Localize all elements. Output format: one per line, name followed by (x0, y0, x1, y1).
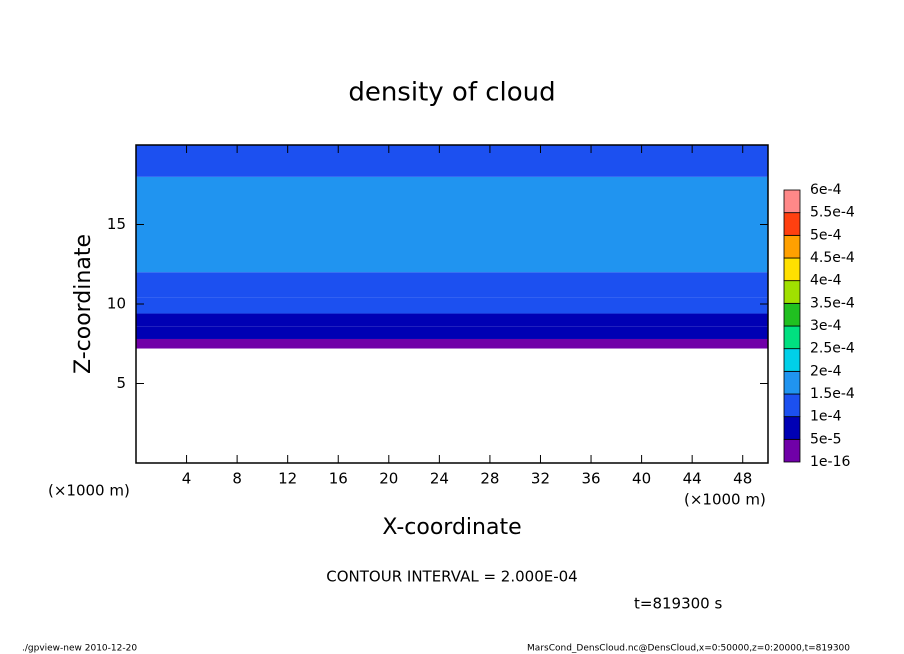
contour-band (136, 272, 768, 298)
colorbar-box (783, 438, 801, 463)
x-axis-label: X-coordinate (382, 515, 521, 540)
colorbar-box (783, 348, 801, 372)
footer: ./gpview-new 2010-12-20 (22, 644, 137, 654)
colorbar-box (783, 325, 801, 350)
colorbar-box (783, 257, 801, 282)
contour-band (136, 297, 768, 314)
x-tick-label: 36 (581, 470, 600, 488)
x-tick-label: 28 (480, 470, 499, 488)
x-tick-label: 12 (278, 470, 297, 488)
contour-band (136, 338, 768, 349)
x-tick-label: 8 (232, 470, 242, 488)
x-tick-label: 4 (182, 470, 192, 488)
colorbar-label: 1e-4 (810, 409, 842, 425)
colorbar-box (783, 212, 801, 236)
colorbar-label: 2e-4 (810, 363, 842, 379)
colorbar-box (783, 370, 801, 395)
y-tick-label: 10 (107, 295, 126, 313)
colorbar-label: 1.5e-4 (810, 386, 855, 402)
colorbar-label: 6e-4 (810, 182, 842, 198)
footer: MarsCond_DensCloud.nc@DensCloud,x=0:5000… (527, 644, 850, 654)
y-tick-label: 15 (107, 215, 126, 233)
x-tick-label: 24 (430, 470, 449, 488)
x-tick-label: 40 (632, 470, 651, 488)
x-tick-label: 20 (379, 470, 398, 488)
x-unit: (×1000 m) (684, 491, 766, 509)
colorbar-label: 4e-4 (810, 273, 842, 289)
colorbar-label: 3.5e-4 (810, 295, 855, 311)
y-axis-label: Z-coordinate (71, 234, 96, 374)
x-unit: (×1000 m) (48, 482, 130, 500)
colorbar-label: 5.5e-4 (810, 205, 855, 221)
x-tick-label: 32 (531, 470, 550, 488)
colorbar-label: 5e-4 (810, 227, 842, 243)
colorbar-label: 4.5e-4 (810, 250, 855, 266)
colorbar-box (783, 416, 801, 440)
x-tick-label: 16 (329, 470, 348, 488)
contour-band (136, 145, 768, 177)
contour-interval: CONTOUR INTERVAL = 2.000E-04 (326, 568, 577, 586)
colorbar-box (783, 234, 801, 259)
colorbar-label: 1e-16 (810, 454, 850, 470)
chart-title: density of cloud (348, 78, 555, 108)
contour-band (136, 176, 768, 273)
colorbar-label: 3e-4 (810, 318, 842, 334)
colorbar-box (783, 189, 801, 214)
x-tick-label: 44 (683, 470, 702, 488)
contour-band (136, 326, 768, 339)
contour-band (136, 313, 768, 327)
y-tick-label: 5 (116, 374, 126, 392)
colorbar-box (783, 302, 801, 327)
colorbar-box (783, 393, 801, 418)
time-label: t=819300 s (634, 595, 722, 613)
x-tick-label: 48 (733, 470, 752, 488)
colorbar-label: 5e-5 (810, 431, 841, 447)
colorbar-box (783, 280, 801, 304)
colorbar-label: 2.5e-4 (810, 341, 855, 357)
